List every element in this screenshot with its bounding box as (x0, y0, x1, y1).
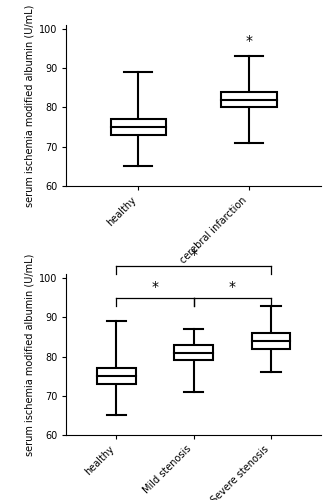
Bar (252, 333, 290, 348)
Text: *: * (152, 280, 159, 294)
Y-axis label: serum ischemia modified albumin (U/mL): serum ischemia modified albumin (U/mL) (24, 4, 35, 206)
Bar (221, 92, 277, 108)
Y-axis label: serum ischemia modified albumin (U/mL): serum ischemia modified albumin (U/mL) (24, 254, 35, 456)
Text: *: * (229, 280, 236, 294)
Text: *: * (246, 34, 253, 48)
Bar (111, 119, 166, 135)
Bar (174, 345, 213, 360)
Text: *: * (190, 248, 197, 262)
Bar (97, 368, 136, 384)
